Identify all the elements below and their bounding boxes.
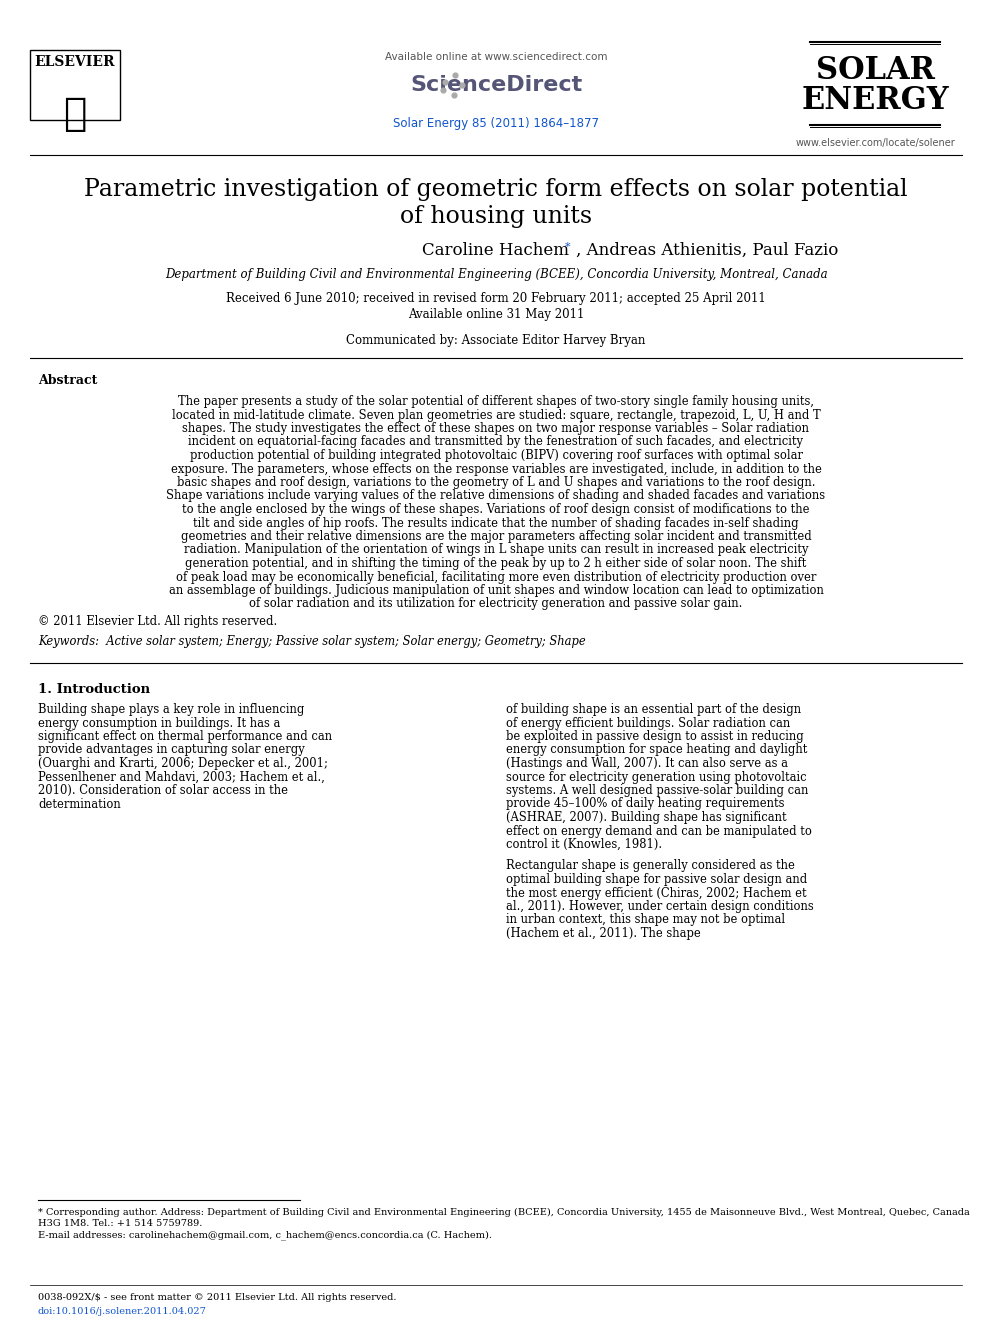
Text: source for electricity generation using photovoltaic: source for electricity generation using …	[506, 770, 806, 783]
Text: Parametric investigation of geometric form effects on solar potential: Parametric investigation of geometric fo…	[84, 179, 908, 201]
Text: optimal building shape for passive solar design and: optimal building shape for passive solar…	[506, 873, 807, 886]
Text: energy consumption for space heating and daylight: energy consumption for space heating and…	[506, 744, 807, 757]
Text: Available online 31 May 2011: Available online 31 May 2011	[408, 308, 584, 321]
Text: provide 45–100% of daily heating requirements: provide 45–100% of daily heating require…	[506, 798, 785, 811]
Text: of building shape is an essential part of the design: of building shape is an essential part o…	[506, 703, 802, 716]
Text: of peak load may be economically beneficial, facilitating more even distribution: of peak load may be economically benefic…	[176, 570, 816, 583]
Text: of housing units: of housing units	[400, 205, 592, 228]
Text: SOLAR: SOLAR	[815, 56, 934, 86]
Point	[454, 74, 470, 95]
Text: Rectangular shape is generally considered as the: Rectangular shape is generally considere…	[506, 860, 795, 872]
Text: 🌿: 🌿	[63, 95, 86, 134]
Text: radiation. Manipulation of the orientation of wings in L shape units can result : radiation. Manipulation of the orientati…	[184, 544, 808, 557]
Text: (Ouarghi and Krarti, 2006; Depecker et al., 2001;: (Ouarghi and Krarti, 2006; Depecker et a…	[38, 757, 328, 770]
Text: Keywords:  Active solar system; Energy; Passive solar system; Solar energy; Geom: Keywords: Active solar system; Energy; P…	[38, 635, 585, 648]
Text: (Hastings and Wall, 2007). It can also serve as a: (Hastings and Wall, 2007). It can also s…	[506, 757, 788, 770]
Text: Pessenlhener and Mahdavi, 2003; Hachem et al.,: Pessenlhener and Mahdavi, 2003; Hachem e…	[38, 770, 324, 783]
Text: shapes. The study investigates the effect of these shapes on two major response : shapes. The study investigates the effec…	[183, 422, 809, 435]
Text: effect on energy demand and can be manipulated to: effect on energy demand and can be manip…	[506, 824, 811, 837]
Text: , Andreas Athienitis, Paul Fazio: , Andreas Athienitis, Paul Fazio	[576, 242, 838, 259]
Text: 1. Introduction: 1. Introduction	[38, 683, 150, 696]
Text: Shape variations include varying values of the relative dimensions of shading an: Shape variations include varying values …	[167, 490, 825, 503]
Text: exposure. The parameters, whose effects on the response variables are investigat: exposure. The parameters, whose effects …	[171, 463, 821, 475]
Text: basic shapes and roof design, variations to the geometry of L and U shapes and v: basic shapes and roof design, variations…	[177, 476, 815, 490]
Text: of solar radiation and its utilization for electricity generation and passive so: of solar radiation and its utilization f…	[249, 598, 743, 610]
Text: of energy efficient buildings. Solar radiation can: of energy efficient buildings. Solar rad…	[506, 717, 791, 729]
Text: ELSEVIER: ELSEVIER	[35, 56, 115, 69]
Text: to the angle enclosed by the wings of these shapes. Variations of roof design co: to the angle enclosed by the wings of th…	[183, 503, 809, 516]
Text: production potential of building integrated photovoltaic (BIPV) covering roof su: production potential of building integra…	[189, 448, 803, 462]
Text: Solar Energy 85 (2011) 1864–1877: Solar Energy 85 (2011) 1864–1877	[393, 116, 599, 130]
Text: located in mid-latitude climate. Seven plan geometries are studied: square, rect: located in mid-latitude climate. Seven p…	[172, 409, 820, 422]
Text: www.elsevier.com/locate/solener: www.elsevier.com/locate/solener	[796, 138, 955, 148]
Text: Communicated by: Associate Editor Harvey Bryan: Communicated by: Associate Editor Harvey…	[346, 333, 646, 347]
Text: provide advantages in capturing solar energy: provide advantages in capturing solar en…	[38, 744, 305, 757]
Text: generation potential, and in shifting the timing of the peak by up to 2 h either: generation potential, and in shifting th…	[186, 557, 806, 570]
Text: an assemblage of buildings. Judicious manipulation of unit shapes and window loc: an assemblage of buildings. Judicious ma…	[169, 583, 823, 597]
Text: the most energy efficient (Chiras, 2002; Hachem et: the most energy efficient (Chiras, 2002;…	[506, 886, 806, 900]
Text: 2010). Consideration of solar access in the: 2010). Consideration of solar access in …	[38, 785, 288, 796]
Point	[437, 71, 453, 93]
Text: al., 2011). However, under certain design conditions: al., 2011). However, under certain desig…	[506, 900, 813, 913]
Text: Building shape plays a key role in influencing: Building shape plays a key role in influ…	[38, 703, 305, 716]
Text: determination: determination	[38, 798, 121, 811]
Text: significant effect on thermal performance and can: significant effect on thermal performanc…	[38, 730, 332, 744]
Text: ENERGY: ENERGY	[802, 85, 948, 116]
Point	[435, 79, 451, 101]
Text: (Hachem et al., 2011). The shape: (Hachem et al., 2011). The shape	[506, 927, 700, 941]
Text: E-mail addresses: carolinehachem@gmail.com, c_hachem@encs.concordia.ca (C. Hache: E-mail addresses: carolinehachem@gmail.c…	[38, 1230, 492, 1240]
Text: © 2011 Elsevier Ltd. All rights reserved.: © 2011 Elsevier Ltd. All rights reserved…	[38, 615, 277, 628]
Text: be exploited in passive design to assist in reducing: be exploited in passive design to assist…	[506, 730, 804, 744]
Text: geometries and their relative dimensions are the major parameters affecting sola: geometries and their relative dimensions…	[181, 531, 811, 542]
Text: The paper presents a study of the solar potential of different shapes of two-sto: The paper presents a study of the solar …	[178, 396, 814, 407]
Text: Abstract: Abstract	[38, 374, 97, 388]
Text: Received 6 June 2010; received in revised form 20 February 2011; accepted 25 Apr: Received 6 June 2010; received in revise…	[226, 292, 766, 306]
Text: in urban context, this shape may not be optimal: in urban context, this shape may not be …	[506, 913, 785, 926]
Text: energy consumption in buildings. It has a: energy consumption in buildings. It has …	[38, 717, 281, 729]
Text: tilt and side angles of hip roofs. The results indicate that the number of shadi: tilt and side angles of hip roofs. The r…	[193, 516, 799, 529]
Text: control it (Knowles, 1981).: control it (Knowles, 1981).	[506, 837, 662, 851]
Text: systems. A well designed passive-solar building can: systems. A well designed passive-solar b…	[506, 785, 808, 796]
Text: Department of Building Civil and Environmental Engineering (BCEE), Concordia Uni: Department of Building Civil and Environ…	[165, 269, 827, 280]
Text: * Corresponding author. Address: Department of Building Civil and Environmental : * Corresponding author. Address: Departm…	[38, 1208, 970, 1228]
Point	[446, 85, 462, 106]
Text: ScienceDirect: ScienceDirect	[410, 75, 582, 95]
Text: doi:10.1016/j.solener.2011.04.027: doi:10.1016/j.solener.2011.04.027	[38, 1307, 207, 1316]
Bar	[30, 50, 120, 120]
Text: *: *	[565, 242, 570, 251]
Text: 0038-092X/$ - see front matter © 2011 Elsevier Ltd. All rights reserved.: 0038-092X/$ - see front matter © 2011 El…	[38, 1293, 397, 1302]
Text: (ASHRAE, 2007). Building shape has significant: (ASHRAE, 2007). Building shape has signi…	[506, 811, 787, 824]
Point	[447, 65, 463, 86]
Text: incident on equatorial-facing facades and transmitted by the fenestration of suc: incident on equatorial-facing facades an…	[188, 435, 804, 448]
Text: Available online at www.sciencedirect.com: Available online at www.sciencedirect.co…	[385, 52, 607, 62]
Text: Caroline Hachem: Caroline Hachem	[423, 242, 569, 259]
